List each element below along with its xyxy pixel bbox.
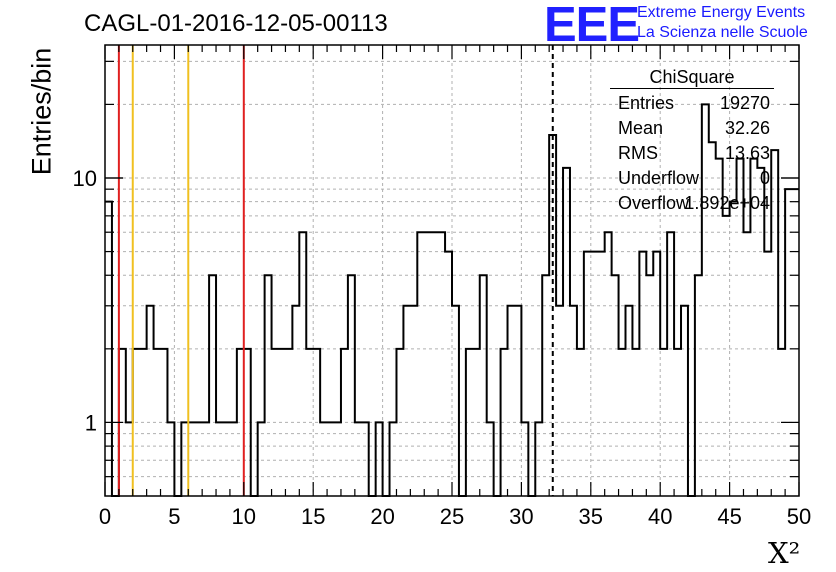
y-axis-label: Entries/bin xyxy=(26,47,57,176)
stats-divider xyxy=(610,88,774,89)
stat-value: 32.26 xyxy=(724,118,770,138)
stat-key: RMS xyxy=(618,143,658,163)
stats-row-overflow: Overflow 1.892e+04 xyxy=(610,191,774,216)
x-tick-label: 35 xyxy=(579,504,603,529)
stats-row-mean: Mean 32.26 xyxy=(610,116,774,141)
x-tick-label: 45 xyxy=(717,504,741,529)
stat-value: 1.892e+04 xyxy=(684,193,770,213)
stats-row-rms: RMS 13.63 xyxy=(610,141,774,166)
x-tick-label: 25 xyxy=(440,504,464,529)
stat-key: Entries xyxy=(618,93,675,113)
stats-title: ChiSquare xyxy=(649,67,735,87)
x-axis-label: X² xyxy=(768,536,801,570)
stat-value: 19270 xyxy=(719,93,770,113)
stats-row-underflow: Underflow 0 xyxy=(610,166,774,191)
x-tick-label: 30 xyxy=(509,504,533,529)
stat-key: Mean xyxy=(618,118,664,138)
eee-logo: EEE xyxy=(544,0,640,52)
stat-value: 13.63 xyxy=(724,143,770,163)
x-tick-label: 50 xyxy=(787,504,811,529)
y-tick-label: 10 xyxy=(73,166,97,191)
org-name-line2: La Scienza nelle Scuole xyxy=(637,24,808,41)
x-tick-label: 20 xyxy=(370,504,394,529)
stats-box: ChiSquare Entries 19270 Mean 32.26 RMS 1… xyxy=(610,66,774,216)
chart-title: CAGL-01-2016-12-05-00113 xyxy=(84,10,388,37)
stat-key: Underflow xyxy=(618,168,700,188)
org-name-line1: Extreme Energy Events xyxy=(637,4,806,21)
stat-key: Overflow xyxy=(618,193,690,213)
stat-value: 0 xyxy=(759,168,770,188)
x-tick-label: 10 xyxy=(232,504,256,529)
x-tick-label: 5 xyxy=(168,504,180,529)
y-tick-label: 1 xyxy=(85,410,97,435)
stats-row-entries: Entries 19270 xyxy=(610,91,774,116)
x-tick-label: 15 xyxy=(301,504,325,529)
x-tick-label: 40 xyxy=(648,504,672,529)
x-tick-label: 0 xyxy=(99,504,111,529)
